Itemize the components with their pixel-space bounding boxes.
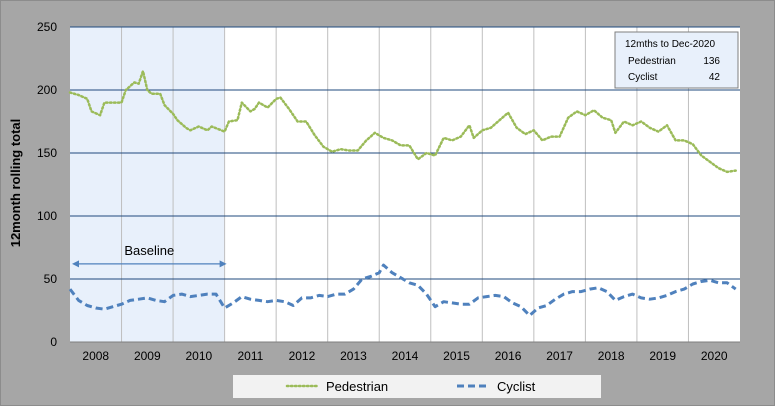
y-tick-label: 50 bbox=[44, 272, 58, 286]
vertical-gridlines bbox=[121, 27, 689, 342]
y-tick-label: 250 bbox=[37, 20, 57, 34]
x-tick-label: 2011 bbox=[237, 349, 263, 363]
series-layer bbox=[68, 69, 737, 317]
x-tick-labels: 2008 2009 2010 2011 2012 2013 2014 2015 2016 2017… bbox=[82, 349, 727, 363]
x-tick-label: 2020 bbox=[701, 349, 728, 363]
info-box: 12mths to Dec-2020 Pedestrian 136 Cyclis… bbox=[614, 31, 739, 89]
legend-cyclist-label: Cyclist bbox=[497, 379, 536, 394]
x-tick-label: 2012 bbox=[289, 349, 316, 363]
baseline-band bbox=[70, 27, 225, 342]
x-tick-label: 2015 bbox=[443, 349, 470, 363]
baseline-arrowhead-right bbox=[219, 260, 227, 268]
legend: Pedestrian Cyclist bbox=[233, 375, 601, 398]
y-tick-label: 0 bbox=[50, 335, 57, 349]
x-tick-label: 2019 bbox=[649, 349, 676, 363]
y-tick-label: 150 bbox=[37, 146, 57, 160]
y-tick-labels: 0 50 100 150 200 250 bbox=[37, 20, 57, 349]
x-tick-label: 2016 bbox=[495, 349, 522, 363]
x-tick-label: 2009 bbox=[134, 349, 161, 363]
horizontal-gridlines bbox=[70, 26, 740, 343]
baseline-arrowhead-left bbox=[72, 260, 79, 268]
x-tick-label: 2013 bbox=[340, 349, 367, 363]
info-box-pedestrian-value: 136 bbox=[703, 56, 720, 67]
info-box-cyclist-value: 42 bbox=[709, 72, 721, 83]
x-tick-label: 2017 bbox=[546, 349, 573, 363]
x-tick-label: 2010 bbox=[185, 349, 212, 363]
cyclist-series-line bbox=[68, 263, 737, 317]
info-box-cyclist-name: Cyclist bbox=[628, 72, 658, 83]
y-axis-title: 12month rolling total bbox=[8, 119, 23, 248]
info-box-pedestrian-name: Pedestrian bbox=[628, 56, 676, 67]
info-box-frame bbox=[614, 31, 739, 89]
legend-box bbox=[233, 375, 601, 398]
x-tick-label: 2008 bbox=[82, 349, 109, 363]
y-tick-label: 200 bbox=[37, 83, 57, 97]
info-box-title: 12mths to Dec-2020 bbox=[625, 39, 715, 50]
baseline-label: Baseline bbox=[124, 243, 174, 258]
pedestrian-series-line bbox=[68, 69, 737, 174]
y-tick-label: 100 bbox=[37, 209, 57, 223]
legend-pedestrian-label: Pedestrian bbox=[326, 379, 388, 394]
x-tick-label: 2018 bbox=[598, 349, 625, 363]
x-tick-label: 2014 bbox=[392, 349, 419, 363]
baseline-annotation: Baseline bbox=[72, 243, 227, 268]
